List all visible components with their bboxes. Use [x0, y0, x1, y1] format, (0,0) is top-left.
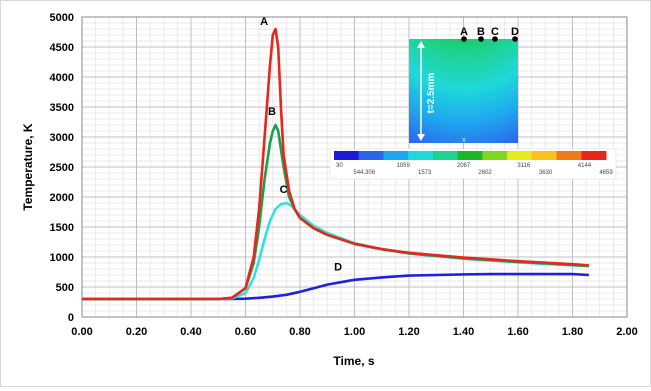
x-tick-label: 0.60 — [235, 326, 256, 338]
colorbar-tick-bottom: 544.306 — [353, 170, 375, 176]
colorbar-tick-bottom: 1573 — [418, 170, 432, 176]
x-axis-title: Time, s — [333, 354, 374, 368]
thickness-arrow-head-bottom — [417, 134, 425, 141]
colorbar-segment — [556, 151, 582, 160]
colorbar-segment — [432, 151, 459, 160]
x-tick-label: 1.80 — [562, 326, 583, 338]
colorbar-segment — [383, 151, 409, 160]
colorbar-segment — [482, 151, 508, 160]
colorbar-tick-bottom: 2602 — [478, 170, 492, 176]
colorbar-segment — [457, 151, 483, 160]
series-layer — [82, 27, 589, 301]
y-tick-label: 3500 — [50, 102, 74, 114]
series-label-A: A — [260, 16, 268, 28]
thickness-arrow-head-top — [417, 41, 425, 48]
y-tick-label: 2000 — [50, 192, 74, 204]
inset-probe-label-B: B — [477, 26, 485, 38]
plot-area-border — [81, 16, 628, 318]
inset-probe-label-D: D — [511, 26, 519, 38]
y-tick-label: 1500 — [50, 222, 74, 234]
y-tick-label: 3000 — [50, 132, 74, 144]
inset-probe-label-A: A — [460, 26, 468, 38]
y-tick-label: 4500 — [50, 42, 74, 54]
thickness-label: t=2.5mm — [426, 72, 437, 113]
colorbar-segment — [581, 151, 607, 160]
colorbar-tick-top: 1059 — [396, 163, 410, 169]
inset-probe-label-C: C — [491, 26, 499, 38]
series-line-D — [82, 272, 589, 301]
x-tick-label: 2.00 — [616, 326, 637, 338]
series-line-A — [82, 27, 589, 301]
colorbar-segment — [334, 151, 360, 160]
colorbar-segment — [531, 151, 558, 160]
y-tick-label: 0 — [68, 312, 74, 324]
y-tick-label: 5000 — [50, 12, 74, 24]
colorbar-segment — [507, 151, 533, 160]
series-label-B: B — [268, 106, 276, 118]
colorbar-tick-top: 3116 — [517, 163, 531, 169]
x-tick-label: 0.00 — [71, 326, 92, 338]
series-labels: A B C D — [260, 16, 342, 274]
x-tick-label: 0.40 — [180, 326, 201, 338]
colorbar-segment — [358, 151, 384, 160]
series-label-D: D — [334, 262, 342, 274]
colorbar-tick-top: 4144 — [578, 163, 592, 169]
x-tick-label: 0.20 — [126, 326, 147, 338]
y-tick-label: 1000 — [50, 252, 74, 264]
x-tick-label: 1.60 — [507, 326, 528, 338]
x-tick-label: 1.00 — [344, 326, 365, 338]
colorbar: 30 1059 2087 3116 4144 544.306 1573 2602 3630 465… — [329, 148, 617, 180]
inset-heat-plume — [409, 39, 518, 143]
y-tick-label: 500 — [56, 282, 74, 294]
y-tick-labels: 0 500 1000 1500 2000 2500 3000 3500 4000 4500 5000 — [50, 12, 74, 324]
colorbar-tick-bottom: 3630 — [539, 170, 553, 176]
x-tick-label: 1.20 — [398, 326, 419, 338]
x-tick-label: 0.80 — [289, 326, 310, 338]
x-tick-labels: 0.00 0.20 0.40 0.60 0.80 1.00 1.20 1.40 1.60 1.80… — [71, 326, 637, 338]
y-tick-label: 2500 — [50, 162, 74, 174]
y-tick-label: 4000 — [50, 72, 74, 84]
colorbar-tick-top: 2087 — [457, 163, 471, 169]
colorbar-tick-bottom: 4659 — [599, 170, 613, 176]
inset-probe-point-C — [492, 36, 498, 42]
x-tick-label: 1.40 — [453, 326, 474, 338]
y-axis-title: Temperature, K — [21, 123, 35, 210]
colorbar-segment — [408, 151, 434, 160]
inset-probe-point-B — [478, 36, 484, 42]
colorbar-tick-top: 30 — [336, 163, 343, 169]
inset-probe-point-D — [512, 36, 518, 42]
series-label-C: C — [280, 184, 288, 196]
inset-probe-point-A — [461, 36, 467, 42]
inset-bottom-marker: x — [462, 137, 466, 144]
